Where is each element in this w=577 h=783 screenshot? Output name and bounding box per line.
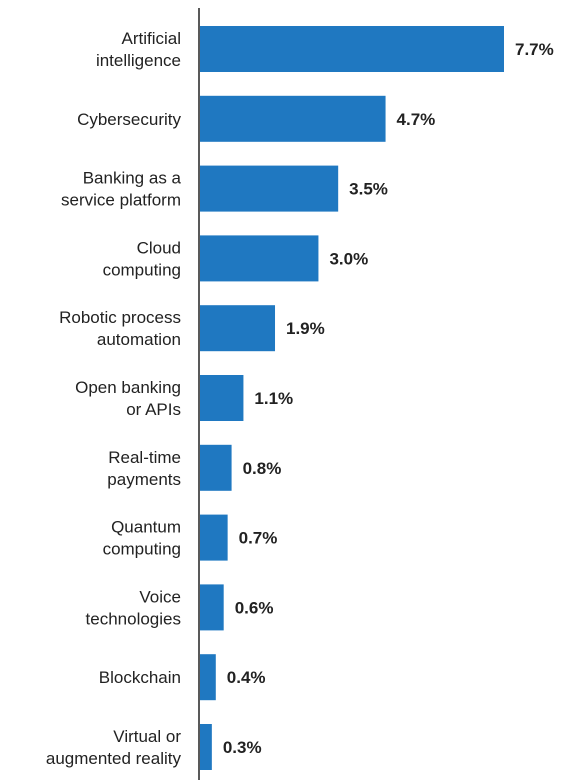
bar [200, 444, 232, 491]
bar [200, 724, 212, 770]
category-label-line: Virtual or [113, 727, 181, 746]
category-label-line: computing [103, 260, 181, 279]
category-label: Cybersecurity [77, 110, 181, 129]
bar [200, 235, 319, 282]
category-label-line: Open banking [75, 378, 181, 397]
bars-group [200, 26, 504, 770]
category-label-line: Blockchain [99, 668, 181, 687]
category-label: Open banking or APIs [75, 378, 181, 419]
value-label: 0.7% [239, 529, 278, 548]
value-label: 3.5% [349, 180, 388, 199]
bar [200, 95, 386, 142]
value-label: 1.9% [286, 319, 325, 338]
category-label: Real-time payments [107, 448, 181, 489]
category-label-line: Voice [139, 587, 181, 606]
category-label: Voice technologies [86, 587, 181, 628]
category-label-line: augmented reality [46, 749, 182, 768]
category-label: Artificial intelligence [96, 29, 181, 70]
category-label-line: intelligence [96, 51, 181, 70]
value-label: 7.7% [515, 40, 554, 59]
value-label: 4.7% [397, 110, 436, 129]
category-label: Banking as a service platform [61, 169, 182, 210]
category-label: Virtual or augmented reality [46, 727, 182, 768]
category-label-line: Artificial [121, 29, 181, 48]
category-label-line: Cloud [137, 238, 181, 257]
category-label: Quantum computing [103, 518, 181, 559]
value-label: 0.8% [243, 459, 282, 478]
category-label: Blockchain [99, 668, 181, 687]
category-label-line: computing [103, 540, 181, 559]
value-label: 0.4% [227, 668, 266, 687]
value-label: 0.6% [235, 598, 274, 617]
category-label-line: payments [107, 470, 181, 489]
value-label: 0.3% [223, 738, 262, 757]
bar [200, 584, 224, 631]
category-label-line: technologies [86, 609, 181, 628]
category-label-line: Quantum [111, 518, 181, 537]
value-label: 3.0% [329, 249, 368, 268]
category-label-line: Banking as a [83, 169, 182, 188]
bar [200, 375, 244, 421]
category-label-line: or APIs [126, 400, 181, 419]
category-label-line: service platform [61, 191, 181, 210]
bar [200, 26, 504, 72]
value-labels-group: 7.7% 4.7% 3.5% 3.0% 1.9% 1.1% 0.8% 0.7% 0.6% 0.4%… [223, 40, 554, 757]
category-label-line: Cybersecurity [77, 110, 181, 129]
category-label-line: Real-time [108, 448, 181, 467]
category-label-line: automation [97, 330, 181, 349]
bar [200, 165, 339, 212]
bar [200, 514, 228, 561]
category-label: Cloud computing [103, 238, 181, 279]
category-label: Robotic process automation [59, 308, 181, 349]
bar [200, 654, 216, 701]
category-label-line: Robotic process [59, 308, 181, 327]
bar [200, 305, 276, 352]
category-labels-group: Artificial intelligence Cybersecurity Banki… [46, 29, 182, 768]
value-label: 1.1% [254, 389, 293, 408]
